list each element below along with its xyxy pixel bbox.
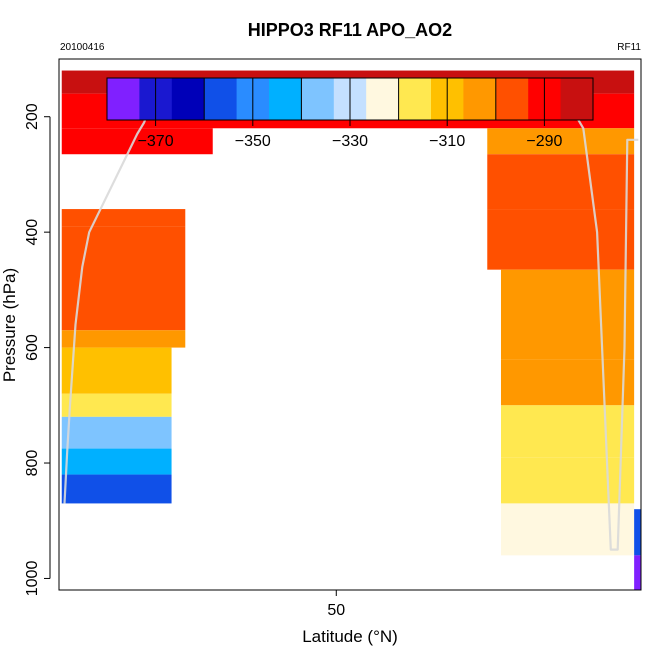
heatmap-cell — [634, 509, 641, 556]
y-tick-label: 600 — [24, 334, 41, 361]
heatmap-cell — [500, 269, 635, 360]
heatmap-cell — [61, 393, 172, 417]
y-tick-label: 400 — [24, 219, 41, 246]
colorbar-swatch — [269, 78, 302, 120]
colorbar-swatch — [495, 78, 529, 120]
heatmap-cell — [487, 128, 635, 155]
heatmap-cells — [61, 70, 641, 590]
heatmap-cell — [487, 209, 635, 270]
heatmap-cell — [500, 457, 635, 504]
colorbar-tick-label: −350 — [235, 133, 271, 150]
y-tick-label: 800 — [24, 450, 41, 477]
date-label: 20100416 — [60, 42, 105, 53]
colorbar-swatch — [107, 78, 140, 120]
plot-frame — [58, 58, 642, 591]
y-tick-label: 1000 — [24, 561, 41, 597]
heatmap-cell — [500, 405, 635, 458]
heatmap-cell — [61, 347, 172, 394]
heatmap-cell — [61, 448, 172, 475]
y-tick-label: 200 — [24, 103, 41, 130]
colorbar-swatch — [171, 78, 205, 120]
colorbar: −370 −350 −330 −310 −290 — [106, 77, 594, 150]
flight-label: RF11 — [617, 42, 641, 53]
heatmap-cell — [61, 330, 186, 348]
heatmap-cell — [487, 154, 635, 210]
colorbar-swatch — [204, 78, 238, 120]
colorbar-swatch — [301, 78, 335, 120]
heatmap-cell — [61, 226, 186, 331]
x-axis: 50 — [327, 590, 345, 619]
colorbar-swatch — [560, 78, 594, 120]
colorbar-tick-label: −310 — [429, 133, 465, 150]
colorbar-swatch — [463, 78, 497, 120]
heatmap-cell — [61, 416, 172, 449]
colorbar-tick-label: −330 — [332, 133, 368, 150]
x-tick-label: 50 — [327, 602, 345, 619]
heatmap-cell — [500, 503, 635, 556]
heatmap-cell — [500, 359, 635, 406]
heatmap-cell — [61, 209, 186, 227]
colorbar-tick-label: −370 — [138, 133, 174, 150]
heatmap-cell — [61, 474, 172, 504]
y-axis-label: Pressure (hPa) — [0, 268, 19, 382]
heatmap-cell — [634, 555, 641, 590]
chart-title: HIPPO3 RF11 APO_AO2 — [248, 20, 452, 40]
x-axis-label: Latitude (°N) — [302, 627, 398, 646]
colorbar-swatch — [366, 78, 400, 120]
colorbar-swatch — [398, 78, 432, 120]
y-axis: 200 400 600 800 1000 — [24, 103, 51, 597]
colorbar-tick-label: −290 — [526, 133, 562, 150]
